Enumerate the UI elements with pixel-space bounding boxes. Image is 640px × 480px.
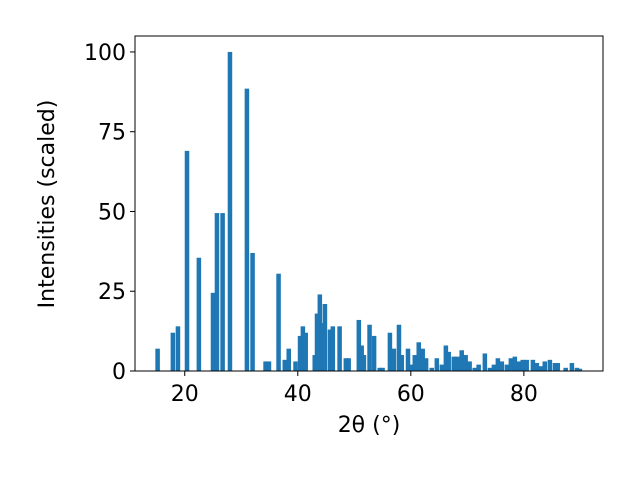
bar [175,326,181,371]
y-tick-label: 100 [84,41,126,66]
bar [516,361,522,371]
bar [547,359,553,371]
bar [227,51,233,371]
bar [387,332,393,371]
bar [530,359,536,371]
bar [520,359,525,371]
plot-frame [134,35,604,372]
bar [220,213,225,371]
bar [317,294,323,371]
x-tick-label: 20 [171,382,199,407]
bar [429,367,434,371]
bar [555,363,561,371]
bar [346,358,351,371]
bar [416,342,421,371]
bar [487,367,493,371]
bar [337,326,342,371]
bar [563,367,568,371]
bar [409,364,415,371]
bar [439,364,445,371]
bar [512,356,518,371]
x-tick-label: 40 [284,382,312,407]
bar [314,313,320,371]
y-tick-label: 75 [98,121,126,146]
y-axis-label: Intensities (scaled) [35,100,60,309]
bar [196,257,202,371]
bar [327,329,333,371]
bar [504,364,510,371]
bar [524,359,529,371]
bar [210,292,216,371]
bar [330,326,336,371]
bar [250,252,255,371]
bar [443,345,449,371]
bar [361,355,367,371]
bar [155,348,160,371]
bar [459,350,464,371]
bar [377,367,382,371]
bar [371,335,377,371]
bar [434,358,440,371]
bar [542,361,548,371]
x-tick-label: 60 [397,382,425,407]
y-tick-label: 50 [98,200,126,225]
bar [391,348,397,371]
bar [399,355,405,371]
bar [244,88,250,372]
bar [263,361,268,371]
bar [574,367,580,371]
bar [367,324,372,371]
bar [423,358,429,371]
bar [577,368,583,371]
bar [276,273,281,371]
bar [343,358,349,371]
bar [482,353,488,371]
bar [472,367,477,371]
bar [451,356,457,371]
bar [266,361,272,371]
bar [552,363,558,371]
bar [293,361,298,371]
bar [538,366,544,371]
bar [412,355,418,371]
bar [303,332,308,371]
bar [495,358,501,371]
bar [184,150,190,371]
bar [405,348,411,371]
bar [455,356,460,371]
bar [297,335,303,371]
bar [463,355,468,371]
bar [467,361,472,371]
bar [356,319,362,371]
x-tick-label: 80 [510,382,538,407]
bar [499,361,505,371]
bar [491,364,497,371]
bar [214,213,220,371]
y-tick-label: 25 [98,280,126,305]
bar [396,324,402,371]
bar [534,363,540,371]
y-tick-label: 0 [112,360,126,385]
bar [286,348,291,371]
bar [322,304,328,371]
x-axis-label: 2θ (°) [338,413,401,438]
bar [420,348,425,371]
bar [476,364,481,371]
bar [380,367,385,371]
bar [282,359,288,371]
bar [170,332,176,371]
bar [446,351,451,371]
bar [300,326,306,371]
bar [508,358,514,371]
bar [569,363,575,371]
